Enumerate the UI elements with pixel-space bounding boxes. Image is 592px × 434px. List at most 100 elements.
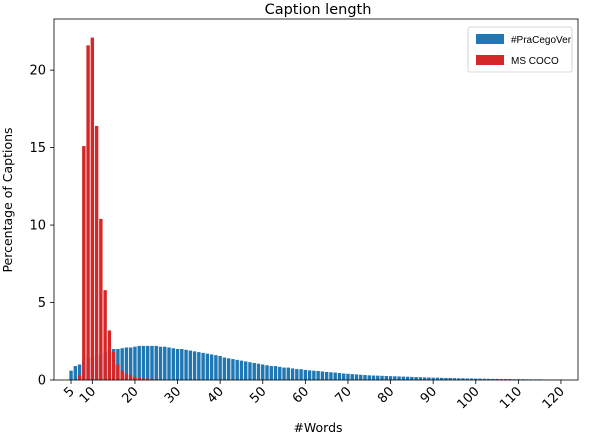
bar-pracegover-26 — [158, 346, 163, 380]
bar-ms-coco-18 — [124, 373, 129, 380]
bar-pracegover-27 — [163, 346, 167, 380]
bar-pracegover-51 — [265, 365, 269, 380]
bar-pracegover-32 — [184, 349, 188, 380]
bar-pracegover-38 — [209, 354, 214, 380]
bar-pracegover-92 — [439, 377, 444, 380]
bar-pracegover-49 — [256, 363, 261, 380]
bar-pracegover-74 — [363, 375, 367, 380]
bar-pracegover-78 — [380, 375, 384, 380]
bar-ms-coco-17 — [120, 370, 124, 380]
bar-pracegover-47 — [248, 362, 252, 380]
bar-pracegover-57 — [290, 368, 295, 380]
bar-pracegover-56 — [286, 367, 291, 380]
y-tick-label-5: 5 — [38, 296, 46, 311]
bar-pracegover-18 — [124, 347, 129, 380]
y-tick-label-0: 0 — [38, 374, 46, 389]
bar-pracegover-72 — [354, 374, 359, 380]
plot-area — [53, 18, 579, 381]
bar-ms-coco-7 — [77, 375, 82, 380]
bar-pracegover-54 — [278, 366, 282, 380]
bar-pracegover-82 — [397, 376, 401, 380]
bar-ms-coco-9 — [86, 45, 90, 381]
bar-ms-coco-14 — [107, 330, 112, 380]
bar-ms-coco-11 — [94, 125, 99, 380]
bar-pracegover-102 — [482, 378, 486, 380]
bar-pracegover-16 — [116, 349, 120, 380]
bar-pracegover-48 — [252, 362, 256, 380]
bar-pracegover-20 — [133, 346, 137, 380]
bar-pracegover-55 — [282, 367, 286, 380]
bar-pracegover-69 — [341, 373, 346, 380]
bar-pracegover-84 — [405, 376, 410, 380]
bar-pracegover-85 — [410, 376, 414, 380]
bar-pracegover-93 — [444, 377, 448, 380]
bar-pracegover-66 — [329, 372, 333, 380]
bar-pracegover-105 — [495, 378, 499, 380]
chart-title: Caption length — [265, 2, 372, 18]
bar-pracegover-97 — [461, 378, 465, 380]
bar-pracegover-25 — [154, 345, 158, 380]
bar-ms-coco-12 — [99, 218, 103, 380]
bar-pracegover-64 — [320, 371, 325, 380]
bar-ms-coco-23 — [146, 378, 150, 380]
bar-pracegover-31 — [180, 349, 184, 380]
bar-pracegover-7 — [77, 364, 82, 380]
bar-pracegover-33 — [188, 350, 193, 380]
bar-pracegover-73 — [359, 374, 363, 380]
bar-pracegover-90 — [431, 377, 435, 380]
bar-pracegover-89 — [427, 377, 431, 380]
bar-pracegover-80 — [388, 376, 393, 380]
y-tick-label-20: 20 — [29, 64, 46, 79]
bar-pracegover-44 — [235, 359, 239, 380]
bar-pracegover-39 — [214, 355, 218, 380]
legend-label-pracegover: #PraCegoVer — [511, 35, 572, 46]
bar-pracegover-101 — [478, 378, 482, 380]
bar-pracegover-104 — [491, 378, 495, 380]
bar-pracegover-75 — [367, 375, 371, 380]
y-tick-label-10: 10 — [29, 219, 46, 234]
bar-pracegover-71 — [350, 374, 354, 380]
bar-ms-coco-19 — [128, 375, 133, 380]
bar-pracegover-42 — [226, 358, 231, 380]
bar-pracegover-36 — [201, 352, 205, 380]
bar-pracegover-88 — [422, 377, 427, 380]
bar-pracegover-106 — [499, 379, 504, 380]
bar-pracegover-86 — [414, 377, 418, 380]
bar-pracegover-91 — [435, 377, 440, 380]
bar-pracegover-61 — [307, 370, 312, 380]
bar-pracegover-41 — [222, 357, 227, 380]
bar-pracegover-58 — [295, 369, 299, 380]
bar-pracegover-100 — [474, 378, 478, 380]
bar-pracegover-28 — [167, 347, 171, 380]
bar-pracegover-103 — [486, 378, 491, 380]
bar-pracegover-95 — [452, 378, 457, 380]
bar-pracegover-43 — [231, 359, 235, 380]
bar-pracegover-21 — [137, 345, 141, 380]
bar-pracegover-40 — [218, 355, 222, 380]
bar-ms-coco-22 — [141, 378, 146, 380]
y-axis-label: Percentage of Captions — [0, 127, 15, 272]
bar-pracegover-83 — [401, 376, 406, 380]
bar-pracegover-17 — [120, 348, 124, 380]
bar-pracegover-37 — [205, 353, 210, 380]
bar-pracegover-67 — [333, 372, 337, 380]
bar-pracegover-24 — [150, 345, 154, 380]
bar-pracegover-79 — [384, 375, 388, 380]
bar-pracegover-52 — [269, 366, 273, 380]
bar-pracegover-6 — [73, 366, 78, 380]
bar-pracegover-35 — [197, 352, 201, 380]
x-axis-label: #Words — [293, 420, 342, 434]
y-axis-ticks: 0 5 10 15 20 — [29, 64, 54, 389]
bar-pracegover-98 — [465, 378, 469, 380]
bar-ms-coco-20 — [133, 376, 137, 380]
bar-pracegover-63 — [316, 371, 320, 380]
bar-ms-coco-8 — [82, 146, 86, 380]
legend: #PraCegoVer MS COCO — [467, 26, 573, 73]
bar-pracegover-99 — [469, 378, 474, 380]
bar-ms-coco-15 — [111, 352, 116, 380]
x-axis-ticks: 510 20 30 40 50 60 70 80 90 100 110 120 — [61, 380, 568, 412]
bar-pracegover-94 — [448, 377, 452, 380]
ms-coco-bars — [77, 37, 158, 381]
bar-pracegover-108 — [508, 379, 512, 380]
bar-pracegover-22 — [141, 345, 146, 380]
